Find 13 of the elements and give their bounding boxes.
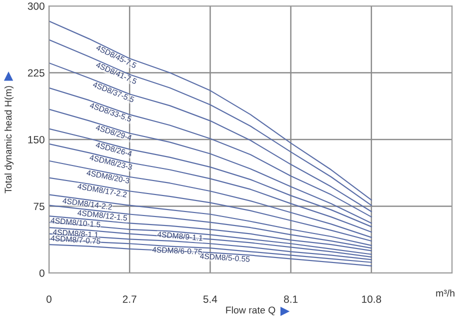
x-axis-title: Flow rate Q bbox=[226, 306, 276, 316]
y-tick-label: 75 bbox=[34, 202, 44, 210]
y-tick-label: 0 bbox=[39, 270, 44, 277]
x-tick-label: 5.4 bbox=[203, 296, 218, 303]
x-tick-label: 8.1 bbox=[284, 295, 298, 303]
x-tick-label: 2.7 bbox=[122, 295, 136, 303]
y-axis-title: Total dynamic head H(m) bbox=[4, 86, 14, 194]
y-tick-label: 150 bbox=[28, 136, 44, 144]
y-tick-label: 225 bbox=[28, 69, 44, 77]
x-tick-label: 10.8 bbox=[362, 295, 382, 303]
x-tick-label: 0 bbox=[46, 295, 52, 303]
y-tick-label: 300 bbox=[28, 2, 44, 10]
text: m³/h bbox=[436, 289, 454, 297]
